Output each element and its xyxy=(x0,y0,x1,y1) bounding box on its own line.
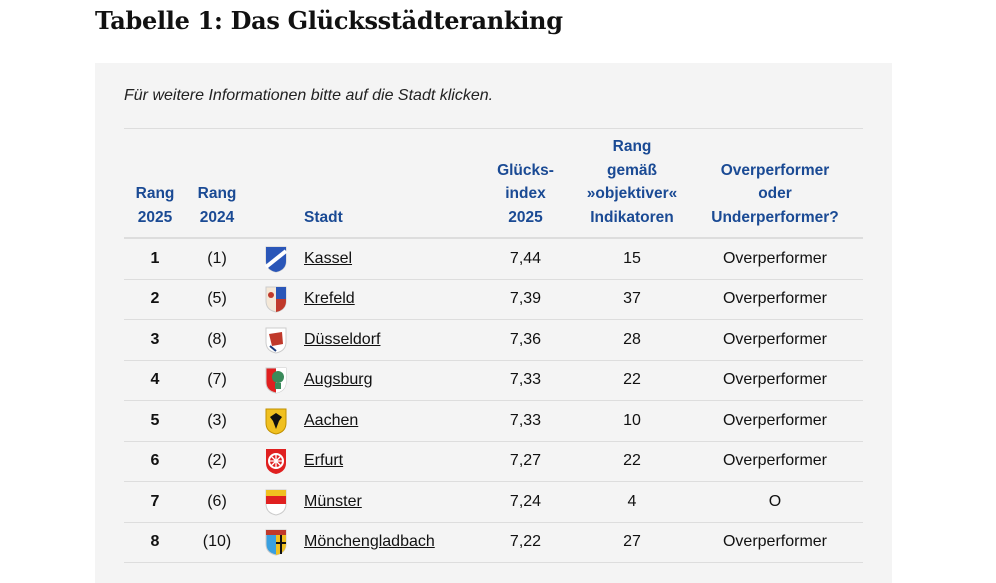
table-row: 4 (7) Augsburg 7,33 22 Overperformer xyxy=(124,360,863,401)
performer-status: Overperformer xyxy=(687,441,863,482)
aachen-crest-icon xyxy=(264,407,288,435)
rang-objektiv: 27 xyxy=(577,522,687,563)
gluecksindex: 7,33 xyxy=(474,400,577,442)
city-link[interactable]: Münster xyxy=(304,492,362,510)
performer-status: Overperformer xyxy=(687,360,863,401)
rang-2024: (8) xyxy=(186,319,248,361)
rang-2025: 6 xyxy=(124,441,186,482)
city-cell: Aachen xyxy=(304,400,474,442)
city-cell: Mönchengladbach xyxy=(304,522,474,563)
crest-cell xyxy=(248,441,304,482)
header-gluecksindex: Glücks-index 2025 xyxy=(474,128,577,239)
city-link[interactable]: Erfurt xyxy=(304,452,344,470)
gluecksindex: 7,33 xyxy=(474,360,577,401)
rang-objektiv: 15 xyxy=(577,238,687,280)
crest-cell xyxy=(248,360,304,401)
rang-2024: (5) xyxy=(186,279,248,320)
rang-objektiv: 37 xyxy=(577,279,687,320)
erfurt-crest-icon xyxy=(264,447,288,475)
table-header-row: Rang 2025 Rang 2024 Stadt Glücks-index 2025… xyxy=(124,128,863,239)
rang-2024: (10) xyxy=(186,522,248,563)
table-row: 1 (1) Kassel 7,44 15 Overperformer xyxy=(124,238,863,280)
rang-objektiv: 22 xyxy=(577,360,687,401)
table-row: 6 (2) Erfurt 7,27 22 Overperformer xyxy=(124,441,863,482)
table-row: 8 (10) Mönchengladbach 7,22 27 Overperfo… xyxy=(124,522,863,563)
gluecksindex: 7,44 xyxy=(474,238,577,280)
table-row: 5 (3) Aachen 7,33 10 Overperformer xyxy=(124,400,863,442)
muenster-crest-icon xyxy=(264,488,288,516)
table-note: Für weitere Informationen bitte auf die … xyxy=(124,87,494,104)
crest-cell xyxy=(248,238,304,280)
crest-cell xyxy=(248,279,304,320)
header-rang-objektiv: Rang gemäß »objektiver« Indikatoren xyxy=(577,128,687,239)
gluecksindex: 7,27 xyxy=(474,441,577,482)
rang-2025: 7 xyxy=(124,481,186,523)
city-cell: Augsburg xyxy=(304,360,474,401)
moenchengladbach-crest-icon xyxy=(264,528,288,556)
ranking-table: Rang 2025 Rang 2024 Stadt Glücks-index 2025… xyxy=(124,128,863,563)
city-link[interactable]: Aachen xyxy=(304,411,359,429)
table-row: 3 (8) Düsseldorf 7,36 28 Overperformer xyxy=(124,319,863,361)
performer-status: Overperformer xyxy=(687,279,863,320)
crest-cell xyxy=(248,400,304,442)
rang-objektiv: 22 xyxy=(577,441,687,482)
rang-objektiv: 4 xyxy=(577,481,687,523)
page-title: Tabelle 1: Das Glücksstädteranking xyxy=(95,6,563,35)
performer-status: O xyxy=(687,481,863,523)
gluecksindex: 7,39 xyxy=(474,279,577,320)
header-crest xyxy=(248,128,304,239)
city-cell: Düsseldorf xyxy=(304,319,474,361)
performer-status: Overperformer xyxy=(687,319,863,361)
performer-status: Overperformer xyxy=(687,400,863,442)
rang-objektiv: 28 xyxy=(577,319,687,361)
city-link[interactable]: Krefeld xyxy=(304,290,355,308)
gluecksindex: 7,36 xyxy=(474,319,577,361)
table-row: 2 (5) Krefeld 7,39 37 Overperformer xyxy=(124,279,863,320)
rang-2025: 1 xyxy=(124,238,186,280)
city-link[interactable]: Augsburg xyxy=(304,371,373,389)
header-rang-2025: Rang 2025 xyxy=(124,128,186,239)
kassel-crest-icon xyxy=(264,245,288,273)
augsburg-crest-icon xyxy=(264,366,288,394)
gluecksindex: 7,22 xyxy=(474,522,577,563)
crest-cell xyxy=(248,481,304,523)
table-row: 7 (6) Münster 7,24 4 O xyxy=(124,481,863,523)
gluecksindex: 7,24 xyxy=(474,481,577,523)
crest-cell xyxy=(248,522,304,563)
rang-2025: 2 xyxy=(124,279,186,320)
rang-2025: 5 xyxy=(124,400,186,442)
rang-2025: 3 xyxy=(124,319,186,361)
city-link[interactable]: Kassel xyxy=(304,249,353,267)
krefeld-crest-icon xyxy=(264,285,288,313)
rang-2024: (6) xyxy=(186,481,248,523)
crest-cell xyxy=(248,319,304,361)
rang-objektiv: 10 xyxy=(577,400,687,442)
rang-2024: (3) xyxy=(186,400,248,442)
city-link[interactable]: Mönchengladbach xyxy=(304,533,435,551)
rang-2024: (7) xyxy=(186,360,248,401)
city-cell: Münster xyxy=(304,481,474,523)
city-cell: Kassel xyxy=(304,238,474,280)
rang-2025: 4 xyxy=(124,360,186,401)
city-cell: Erfurt xyxy=(304,441,474,482)
rang-2025: 8 xyxy=(124,522,186,563)
performer-status: Overperformer xyxy=(687,522,863,563)
performer-status: Overperformer xyxy=(687,238,863,280)
rang-2024: (2) xyxy=(186,441,248,482)
city-link[interactable]: Düsseldorf xyxy=(304,330,381,348)
table-panel: Für weitere Informationen bitte auf die … xyxy=(95,63,892,583)
header-rang-2024: Rang 2024 xyxy=(186,128,248,239)
header-performer: Overperformer oder Underperformer? xyxy=(687,128,863,239)
city-cell: Krefeld xyxy=(304,279,474,320)
duesseldorf-crest-icon xyxy=(264,326,288,354)
header-stadt: Stadt xyxy=(304,128,474,239)
rang-2024: (1) xyxy=(186,238,248,280)
